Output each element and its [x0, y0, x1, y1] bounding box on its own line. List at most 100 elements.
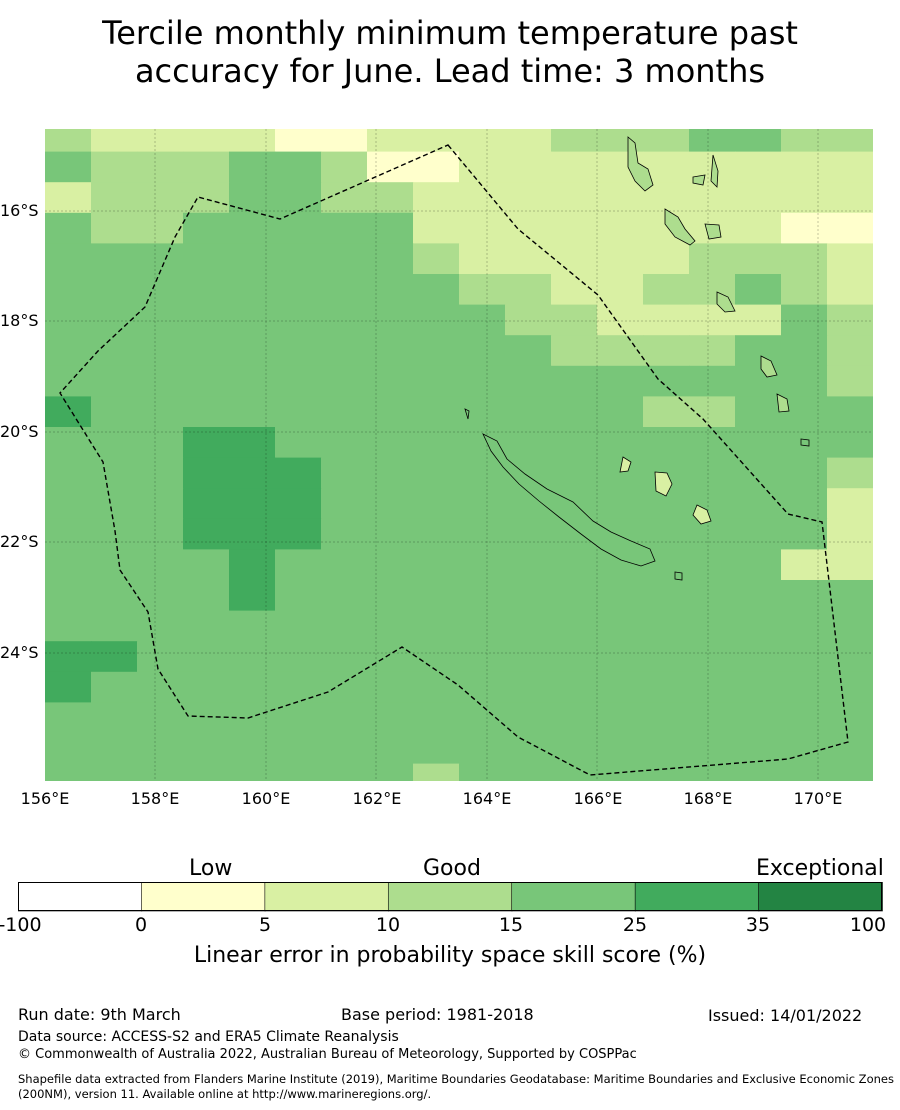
skill-cell [781, 580, 828, 612]
skill-cell [45, 304, 92, 336]
skill-cell [827, 518, 873, 550]
skill-cell [505, 580, 552, 612]
skill-cell [643, 365, 690, 397]
skill-cell [735, 243, 782, 275]
skill-cell [275, 212, 322, 244]
colorbar-label-low: Low [189, 856, 233, 881]
skill-cell [137, 488, 184, 520]
skill-cell [781, 129, 828, 153]
skill-cell [137, 549, 184, 581]
skill-cell [689, 243, 736, 275]
skill-cell [183, 702, 230, 734]
skill-cell [413, 396, 460, 428]
skill-cell [137, 457, 184, 489]
skill-cell [827, 151, 873, 183]
skill-cell [275, 580, 322, 612]
skill-cell [183, 274, 230, 306]
skill-cell [827, 365, 873, 397]
skill-cell [321, 457, 368, 489]
skill-cell [689, 580, 736, 612]
skill-cell [597, 182, 644, 214]
skill-cell [91, 457, 138, 489]
skill-cell [735, 427, 782, 459]
skill-cell [275, 641, 322, 673]
lon-label-168e: 168°E [683, 789, 733, 808]
skill-cell [413, 151, 460, 183]
skill-cell [229, 365, 276, 397]
skill-cell [229, 427, 276, 459]
skill-cell [597, 457, 644, 489]
skill-cell [735, 488, 782, 520]
skill-cell [413, 549, 460, 581]
skill-cell [45, 733, 92, 765]
skill-cell [505, 304, 552, 336]
skill-cell [183, 610, 230, 642]
skill-cell [551, 733, 598, 765]
skill-cell [781, 763, 828, 781]
skill-cell [505, 518, 552, 550]
skill-cell [735, 610, 782, 642]
skill-cell [91, 365, 138, 397]
skill-cell [413, 243, 460, 275]
skill-cell [827, 457, 873, 489]
skill-cell [597, 763, 644, 781]
skill-cell [459, 365, 506, 397]
skill-cell [689, 641, 736, 673]
skill-cell [367, 763, 414, 781]
skill-cell [459, 702, 506, 734]
skill-cell [505, 427, 552, 459]
colorbar-swatch [141, 882, 266, 912]
skill-cell [643, 274, 690, 306]
skill-cell [413, 457, 460, 489]
skill-cell [183, 763, 230, 781]
skill-cell [275, 518, 322, 550]
skill-cell [781, 274, 828, 306]
skill-cell [137, 733, 184, 765]
skill-cell [551, 304, 598, 336]
skill-cell [91, 641, 138, 673]
skill-cell [367, 733, 414, 765]
copyright: © Commonwealth of Australia 2022, Austra… [18, 1047, 637, 1062]
skill-cell [137, 763, 184, 781]
skill-cell [505, 151, 552, 183]
skill-cell [275, 549, 322, 581]
skill-cell [827, 641, 873, 673]
skill-cell [321, 549, 368, 581]
skill-cell [459, 549, 506, 581]
skill-cell [597, 702, 644, 734]
skill-cell [367, 396, 414, 428]
skill-cell [413, 335, 460, 367]
skill-cell [367, 427, 414, 459]
skill-cell [459, 610, 506, 642]
skill-cell [781, 243, 828, 275]
skill-cell [413, 212, 460, 244]
skill-cell [321, 243, 368, 275]
skill-cell [45, 151, 92, 183]
colorbar-tick: 0 [134, 914, 148, 936]
skill-cell [91, 427, 138, 459]
skill-cell [413, 274, 460, 306]
skill-cell [597, 610, 644, 642]
skill-cell [551, 671, 598, 703]
skill-cell [137, 335, 184, 367]
colorbar-swatch [18, 882, 143, 912]
skill-cell [229, 671, 276, 703]
skill-cell [183, 580, 230, 612]
skill-cell [275, 610, 322, 642]
skill-cell [91, 151, 138, 183]
skill-grid-cells [45, 129, 873, 781]
skill-cell [827, 243, 873, 275]
skill-cell [827, 304, 873, 336]
skill-cell [643, 304, 690, 336]
skill-cell [367, 641, 414, 673]
skill-cell [45, 129, 92, 153]
skill-cell [45, 243, 92, 275]
skill-cell [413, 129, 460, 153]
skill-cell [735, 763, 782, 781]
skill-cell [505, 763, 552, 781]
colorbar-swatch [634, 882, 760, 912]
skill-cell [505, 129, 552, 153]
skill-cell [183, 733, 230, 765]
skill-cell [735, 518, 782, 550]
colorbar-tick: 35 [745, 914, 771, 936]
